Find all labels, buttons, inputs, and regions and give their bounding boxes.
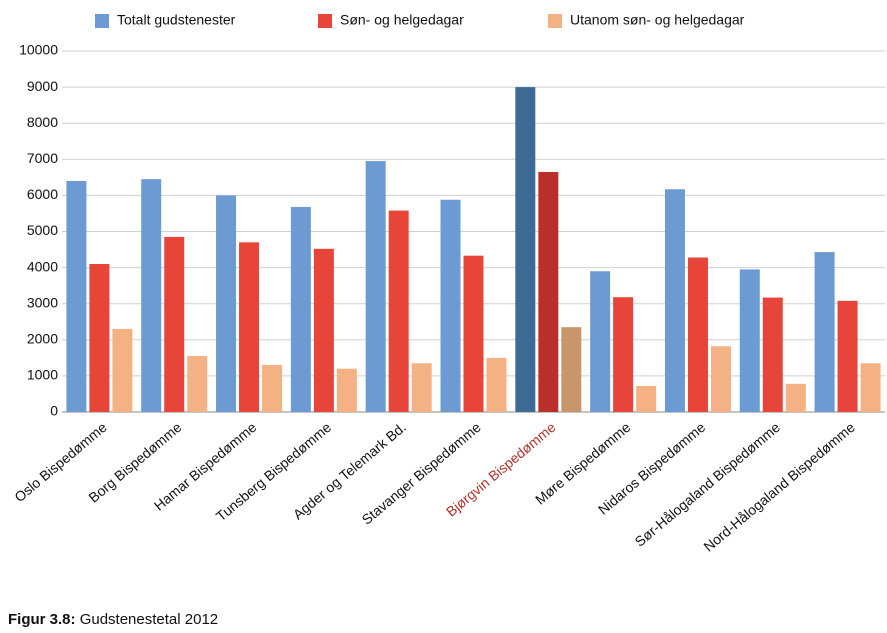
bar bbox=[814, 252, 835, 412]
y-tick-label: 3000 bbox=[27, 294, 58, 310]
y-tick-label: 8000 bbox=[27, 114, 58, 130]
bar bbox=[89, 263, 110, 412]
bar bbox=[636, 386, 657, 412]
y-tick-label: 9000 bbox=[27, 78, 58, 94]
y-tick-label: 6000 bbox=[27, 186, 58, 202]
y-tick-label: 7000 bbox=[27, 150, 58, 166]
legend-swatch bbox=[318, 14, 332, 28]
bar bbox=[739, 269, 760, 412]
y-tick-label: 1000 bbox=[27, 367, 58, 383]
bar bbox=[613, 297, 634, 412]
bar bbox=[216, 195, 237, 412]
bar bbox=[164, 236, 185, 412]
legend-swatch bbox=[548, 14, 562, 28]
bar bbox=[664, 189, 685, 412]
legend-label: Utanom søn- og helgedagar bbox=[570, 12, 745, 28]
bar bbox=[762, 297, 783, 412]
caption-label: Figur 3.8: bbox=[8, 611, 76, 628]
x-tick-label: Stavanger Bispedømme bbox=[358, 419, 483, 528]
bar bbox=[561, 327, 582, 412]
bar bbox=[710, 346, 731, 412]
bar bbox=[411, 363, 432, 412]
y-tick-label: 2000 bbox=[27, 331, 58, 347]
bar bbox=[515, 87, 536, 412]
bar bbox=[290, 206, 311, 412]
legend-swatch bbox=[95, 14, 109, 28]
x-tick-label: Nord-Hålogaland Bispedømme bbox=[700, 419, 858, 555]
bar bbox=[336, 368, 357, 412]
bar bbox=[463, 255, 484, 412]
legend-label: Totalt gudstenester bbox=[117, 12, 236, 28]
bar bbox=[365, 161, 386, 412]
bar bbox=[486, 357, 507, 412]
y-tick-label: 10000 bbox=[19, 42, 58, 58]
bar bbox=[66, 180, 87, 412]
y-tick-label: 5000 bbox=[27, 222, 58, 238]
y-tick-label: 0 bbox=[50, 403, 58, 419]
bar bbox=[687, 257, 708, 412]
bar bbox=[262, 365, 283, 412]
bar bbox=[187, 356, 208, 412]
bar bbox=[860, 363, 881, 412]
bar bbox=[837, 300, 858, 412]
caption-text: Gudstenestetal 2012 bbox=[80, 611, 218, 628]
bar bbox=[440, 199, 461, 412]
bar bbox=[590, 271, 611, 412]
bar bbox=[313, 248, 334, 412]
y-tick-label: 4000 bbox=[27, 258, 58, 274]
bar bbox=[141, 179, 162, 412]
caption: Figur 3.8: Gudstenestetal 2012 bbox=[8, 611, 218, 628]
legend-label: Søn- og helgedagar bbox=[340, 12, 464, 28]
bar bbox=[538, 171, 559, 412]
x-tick-label: Sør-Hålogaland Bispedømme bbox=[632, 419, 784, 550]
bar bbox=[785, 383, 806, 412]
bar bbox=[239, 242, 260, 412]
bar bbox=[388, 210, 409, 412]
bar bbox=[112, 328, 133, 412]
